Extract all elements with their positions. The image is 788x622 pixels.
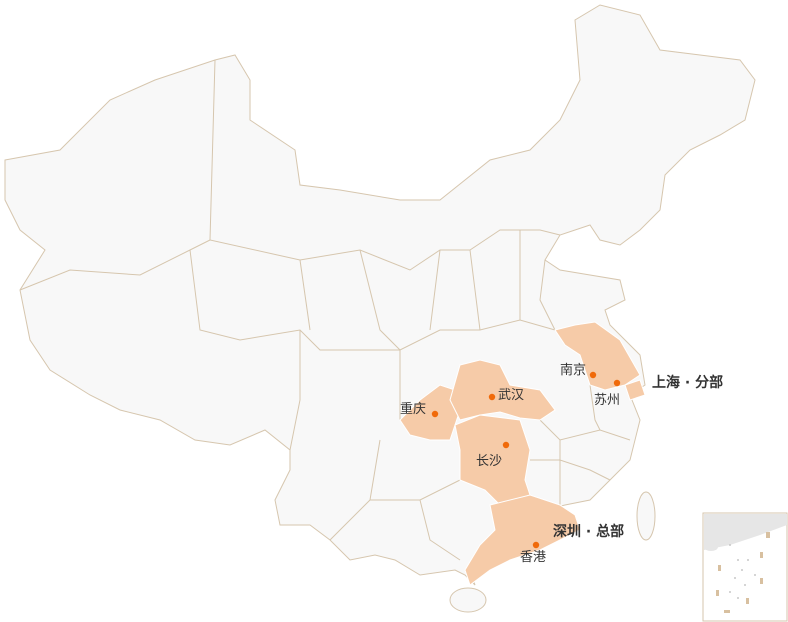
region-guangdong xyxy=(464,494,581,586)
region-hubei xyxy=(449,359,556,421)
city-label-nanjing: 南京 xyxy=(560,363,587,378)
office-label-shanghai: 上海 · 分部 xyxy=(652,375,724,391)
city-dot-wuhan xyxy=(488,393,496,401)
office-label-shenzhen: 深圳 · 总部 xyxy=(553,524,625,540)
city-label-changsha: 长沙 xyxy=(476,454,503,469)
taiwan-island xyxy=(636,491,656,541)
region-jiangsu xyxy=(554,321,641,391)
city-label-chongqing: 重庆 xyxy=(400,402,427,417)
highlighted-provinces xyxy=(399,321,646,586)
city-dot-hongkong xyxy=(532,541,540,549)
city-dot-changsha xyxy=(502,441,510,449)
city-label-suzhou: 苏州 xyxy=(594,393,621,408)
province-borders xyxy=(19,59,631,561)
city-dot-suzhou xyxy=(613,379,621,387)
city-label-hongkong: 香港 xyxy=(520,550,547,565)
city-dots xyxy=(431,371,621,549)
china-outline xyxy=(4,4,756,586)
hainan-island xyxy=(449,587,487,613)
region-shanghai xyxy=(624,379,646,401)
city-dot-chongqing xyxy=(431,410,439,418)
city-dot-nanjing xyxy=(589,371,597,379)
city-label-wuhan: 武汉 xyxy=(498,388,525,403)
south-china-sea-inset xyxy=(702,512,788,622)
